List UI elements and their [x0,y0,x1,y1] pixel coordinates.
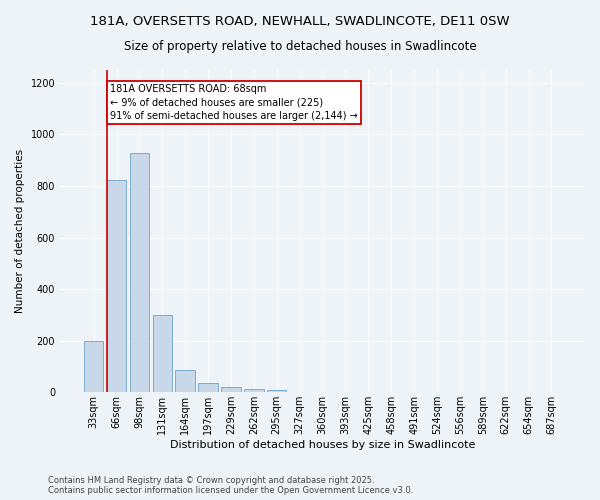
X-axis label: Distribution of detached houses by size in Swadlincote: Distribution of detached houses by size … [170,440,475,450]
Text: 181A OVERSETTS ROAD: 68sqm
← 9% of detached houses are smaller (225)
91% of semi: 181A OVERSETTS ROAD: 68sqm ← 9% of detac… [110,84,358,120]
Bar [267,390,286,392]
Bar [130,153,149,392]
Text: 181A, OVERSETTS ROAD, NEWHALL, SWADLINCOTE, DE11 0SW: 181A, OVERSETTS ROAD, NEWHALL, SWADLINCO… [90,15,510,28]
Bar [175,370,195,392]
Bar [199,383,218,392]
Text: Size of property relative to detached houses in Swadlincote: Size of property relative to detached ho… [124,40,476,53]
Bar [107,180,126,392]
Bar [221,387,241,392]
Text: Contains HM Land Registry data © Crown copyright and database right 2025.
Contai: Contains HM Land Registry data © Crown c… [48,476,413,495]
Y-axis label: Number of detached properties: Number of detached properties [15,149,25,313]
Bar [244,389,263,392]
Bar [152,316,172,392]
Bar [84,342,103,392]
